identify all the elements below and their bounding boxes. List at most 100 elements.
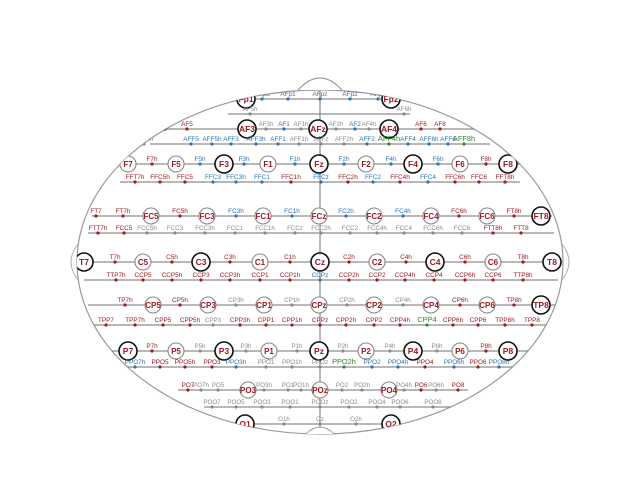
electrode-label: Oz (316, 416, 324, 423)
electrode-cppz: CPPz (312, 317, 328, 327)
electrode-ring (311, 381, 329, 399)
electrode-label: PPO4h (388, 359, 409, 366)
electrode-label: PPO4 (416, 359, 433, 366)
electrode-c6h: C6h (459, 254, 471, 264)
electrode-label: FT7 (90, 208, 102, 215)
electrode-dot (530, 323, 534, 327)
electrode-dot (188, 323, 192, 327)
electrode-cpp4h: CPP4h (390, 317, 411, 327)
electrode-label: TP8 (533, 300, 549, 310)
electrode-label: C1h (284, 254, 296, 261)
electrode-dot (419, 388, 423, 392)
electrode-dot (210, 142, 214, 146)
electrode-f5h: F5h (194, 156, 206, 166)
electrode-p8h: P8h (480, 343, 492, 353)
electrode-label: FC6 (479, 212, 495, 221)
electrode-af4h: AF4h (362, 121, 377, 131)
electrode-label: TP7h (117, 297, 133, 304)
electrode-cp5h: CP5h (172, 297, 188, 307)
electrode-dot (299, 388, 303, 392)
electrode-po5: PO5 (212, 382, 225, 392)
electrode-aff8h: AFF8h (453, 134, 475, 146)
electrode-ring (237, 119, 257, 139)
electrode-ppo6h: PPO6h (444, 359, 465, 369)
electrode-ffc6h: FFC6h (445, 174, 465, 184)
electrode-cpp1: CPP1 (258, 317, 275, 327)
electrode-label: AFFz (314, 136, 329, 143)
electrode-dot (234, 214, 238, 218)
electrode-label: PO8 (452, 382, 465, 389)
electrode-ring (310, 252, 330, 272)
electrode-dot (426, 180, 430, 184)
electrode-dot (398, 405, 402, 409)
electrode-label: CCP3 (192, 272, 209, 279)
electrode-label: CCP1h (280, 272, 301, 279)
electrode-dot (432, 278, 436, 282)
electrode-af6h: AF6h (397, 106, 412, 116)
electrode-label: CPP2h (336, 317, 357, 324)
electrode-ft8h: FT8h (507, 208, 522, 218)
electrode-label: F7h (146, 156, 157, 163)
electrode-ppo1: PPO1 (258, 359, 275, 369)
electrode-fcc2h: FCC2h (311, 225, 331, 235)
electrode-label: AF3h (259, 121, 274, 128)
electrode-label: FC1 (255, 212, 271, 221)
electrode-label: CP6h (452, 297, 468, 304)
electrode-cz: Cz (310, 252, 330, 272)
electrode-ring (259, 155, 277, 173)
electrode-af2h: AF2h (329, 121, 344, 131)
electrode-label: AFF4h (378, 134, 400, 143)
electrode-label: AF4h (362, 121, 377, 128)
electrode-label: FCC3 (167, 225, 184, 232)
electrode-pz: Pz (309, 341, 329, 361)
electrode-ring (531, 295, 551, 315)
electrode-dot (318, 323, 322, 327)
electrode-ring (309, 154, 329, 174)
electrode-fc2h: FC2h (338, 208, 354, 218)
electrode-ffcz: FFCz (313, 174, 329, 184)
electrode-label: Pz (314, 346, 324, 356)
electrode-dot (372, 323, 376, 327)
electrode-ppo2: PPO2 (363, 359, 381, 369)
electrode-aff5: AFF5 (183, 136, 199, 146)
electrode-dot (297, 142, 301, 146)
electrode-ffc4h: FFC4h (390, 174, 410, 184)
electrode-ft7: FT7 (90, 208, 102, 218)
electrode-dot (238, 323, 242, 327)
electrode-afp1: AFp1 (280, 91, 296, 101)
electrode-dot (186, 388, 190, 392)
electrode-ffc3: FFC3 (205, 174, 221, 184)
electrode-ring (260, 342, 278, 360)
electrode-label: AF2 (349, 121, 361, 128)
electrode-dot (476, 323, 480, 327)
electrode-dot (425, 323, 429, 327)
electrode-aff3h: AFF3h (246, 136, 266, 146)
electrode-poo3: POO3 (253, 399, 271, 409)
electrode-label: POO8 (424, 399, 442, 406)
electrode-ffc1h: FFC1h (281, 174, 301, 184)
electrode-label: AF3 (239, 124, 255, 134)
electrode-dot (347, 405, 351, 409)
electrode-dot (434, 388, 438, 392)
electrode-ring (118, 341, 138, 361)
electrode-dot (463, 260, 467, 264)
electrode-dot (341, 349, 345, 353)
electrode-cp1: CP1 (255, 296, 273, 314)
electrode-label: PPO1h (282, 359, 303, 366)
electrode-dot (178, 303, 182, 307)
electrode-ccp5: CCP5 (134, 272, 152, 282)
electrode-ring (310, 296, 328, 314)
electrode-f4h: F4h (385, 156, 397, 166)
electrode-label: CP6 (479, 301, 495, 310)
electrode-ring (422, 207, 440, 225)
electrode-label: FFCz (313, 174, 329, 181)
electrode-label: FCz (312, 212, 327, 221)
electrode-label: F6 (455, 160, 465, 169)
electrode-label: FCC4h (367, 225, 387, 232)
electrode-dot (94, 214, 98, 218)
electrode-dot (234, 180, 238, 184)
electrode-dot (288, 278, 292, 282)
electrode-ftt8h: FTT8h (484, 225, 503, 235)
electrode-dot (260, 97, 264, 101)
electrode-label: F3 (219, 159, 229, 169)
